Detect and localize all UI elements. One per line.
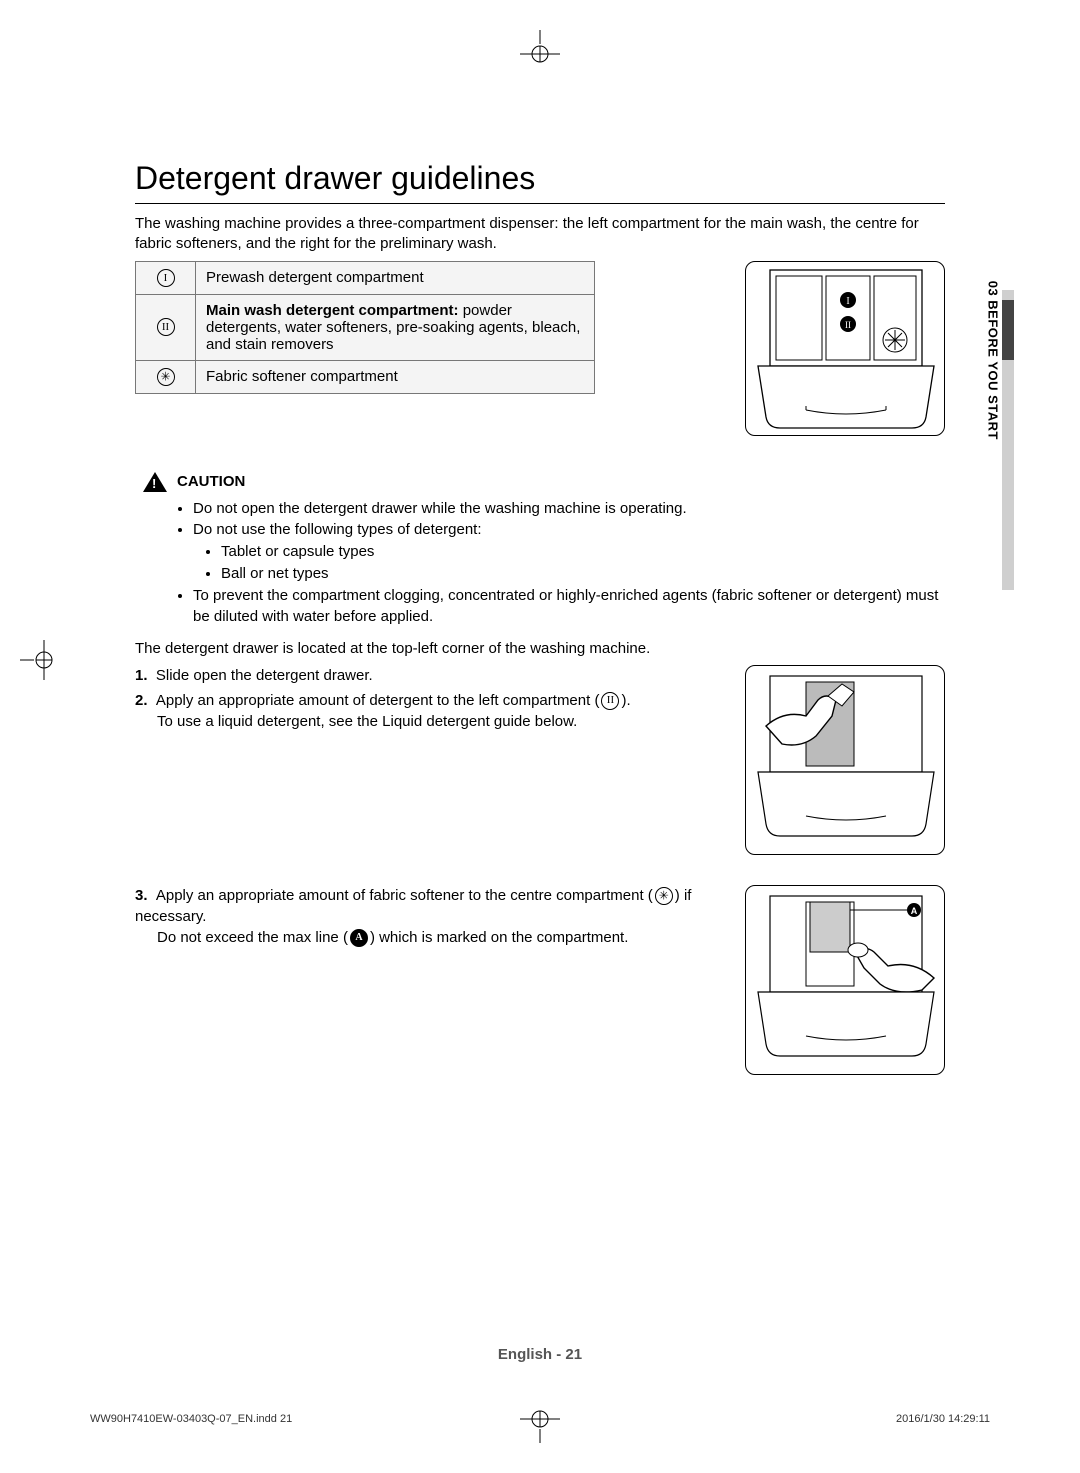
compartment-table: I Prewash detergent compartment II Main … (135, 261, 595, 394)
indd-file: WW90H7410EW-03403Q-07_EN.indd 21 (90, 1413, 292, 1425)
step-2-diagram (745, 665, 945, 855)
warning-icon (143, 472, 167, 492)
list-item: Tablet or capsule types (221, 541, 945, 563)
table-row: II Main wash detergent compartment: powd… (136, 294, 595, 360)
locate-text: The detergent drawer is located at the t… (135, 638, 945, 659)
list-item: Ball or net types (221, 563, 945, 585)
step-3-diagram: A (745, 885, 945, 1075)
mainwash-text: Main wash detergent compartment: powder … (196, 294, 595, 360)
table-row: I Prewash detergent compartment (136, 261, 595, 294)
marker-a-icon: A (350, 929, 368, 947)
crop-mark-top (520, 30, 560, 70)
svg-text:II: II (845, 320, 851, 330)
step-2a: Apply an appropriate amount of detergent… (156, 692, 600, 709)
step-1: 1. Slide open the detergent drawer. (135, 665, 731, 686)
section-tab: 03 BEFORE YOU START (986, 290, 1014, 590)
flower-icon (655, 887, 673, 905)
list-item: Do not open the detergent drawer while t… (193, 498, 945, 520)
roman-one-icon: I (157, 269, 175, 287)
mainwash-icon-cell: II (136, 294, 196, 360)
step-3d: ) which is marked on the compartment. (370, 929, 628, 946)
drawer-diagram: I II (745, 261, 945, 436)
svg-text:I: I (846, 296, 849, 307)
caution-list: Do not open the detergent drawer while t… (135, 498, 945, 629)
svg-text:A: A (911, 906, 918, 916)
list-item-text: Do not use the following types of deterg… (193, 521, 482, 538)
indd-timestamp: 2016/1/30 14:29:11 (896, 1413, 990, 1425)
page-number: English - 21 (498, 1346, 582, 1363)
step-2c: To use a liquid detergent, see the Liqui… (157, 711, 577, 732)
step-3a: Apply an appropriate amount of fabric so… (156, 887, 653, 904)
table-row: Fabric softener compartment (136, 360, 595, 393)
list-item: To prevent the compartment clogging, con… (193, 585, 945, 629)
step-3c: Do not exceed the max line ( (157, 929, 348, 946)
footer-meta: WW90H7410EW-03403Q-07_EN.indd 21 2016/1/… (90, 1413, 990, 1425)
softener-icon-cell (136, 360, 196, 393)
crop-mark-left (20, 640, 60, 680)
step-3: 3. Apply an appropriate amount of fabric… (135, 885, 731, 948)
roman-two-icon: II (601, 692, 619, 710)
mainwash-bold: Main wash detergent compartment: (206, 302, 459, 319)
caution-block: CAUTION Do not open the detergent drawer… (135, 472, 945, 629)
intro-text: The washing machine provides a three-com… (135, 214, 945, 255)
section-tab-label: 03 BEFORE YOU START (985, 281, 1000, 440)
softener-text: Fabric softener compartment (196, 360, 595, 393)
roman-two-icon: II (157, 318, 175, 336)
step-1-text: Slide open the detergent drawer. (156, 667, 373, 684)
caution-label: CAUTION (177, 473, 245, 490)
page-title: Detergent drawer guidelines (135, 160, 945, 204)
prewash-icon-cell: I (136, 261, 196, 294)
step-2b: ). (621, 692, 630, 709)
list-item: Do not use the following types of deterg… (193, 519, 945, 584)
flower-icon (157, 368, 175, 386)
prewash-text: Prewash detergent compartment (196, 261, 595, 294)
step-2: 2. Apply an appropriate amount of deterg… (135, 690, 731, 732)
